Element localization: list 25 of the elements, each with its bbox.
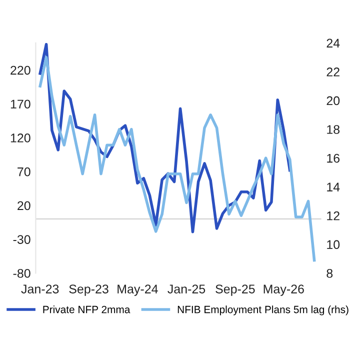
y2-tick-label: 12 <box>327 211 340 220</box>
x-tick-label: Sep-23 <box>69 284 108 296</box>
y2-tick-label: 22 <box>326 68 340 76</box>
y2-tick-label: 14 <box>327 182 340 192</box>
y-tick-label: 120 <box>10 134 30 142</box>
y2-tick-label: 20 <box>326 96 340 106</box>
y-tick-label: -30 <box>13 235 30 244</box>
y2-tick-label: 18 <box>327 125 340 134</box>
legend-label: Private NFP 2mma <box>43 306 130 314</box>
y-tick-label: 170 <box>10 100 30 109</box>
y2-tick-label: 16 <box>327 154 340 163</box>
x-tick-label: May-26 <box>264 284 304 296</box>
y-tick-label: 70 <box>18 167 30 176</box>
x-tick-label: Jan-23 <box>21 284 59 294</box>
y2-tick-label: 24 <box>326 38 340 48</box>
line-series <box>38 56 316 262</box>
y2-tick-label: 10 <box>327 240 340 250</box>
y2-tick-label: 8 <box>326 268 333 278</box>
y-tick-label: -80 <box>13 268 30 278</box>
legend-label: NFIB Employment Plans 5m lag (rhs) <box>178 306 348 316</box>
x-tick-label: Jan-25 <box>168 284 206 294</box>
y-tick-label: 20 <box>18 201 30 210</box>
x-tick-label: Sep-25 <box>216 284 255 296</box>
y-tick-label: 220 <box>10 66 30 75</box>
x-tick-label: May-24 <box>118 284 158 296</box>
